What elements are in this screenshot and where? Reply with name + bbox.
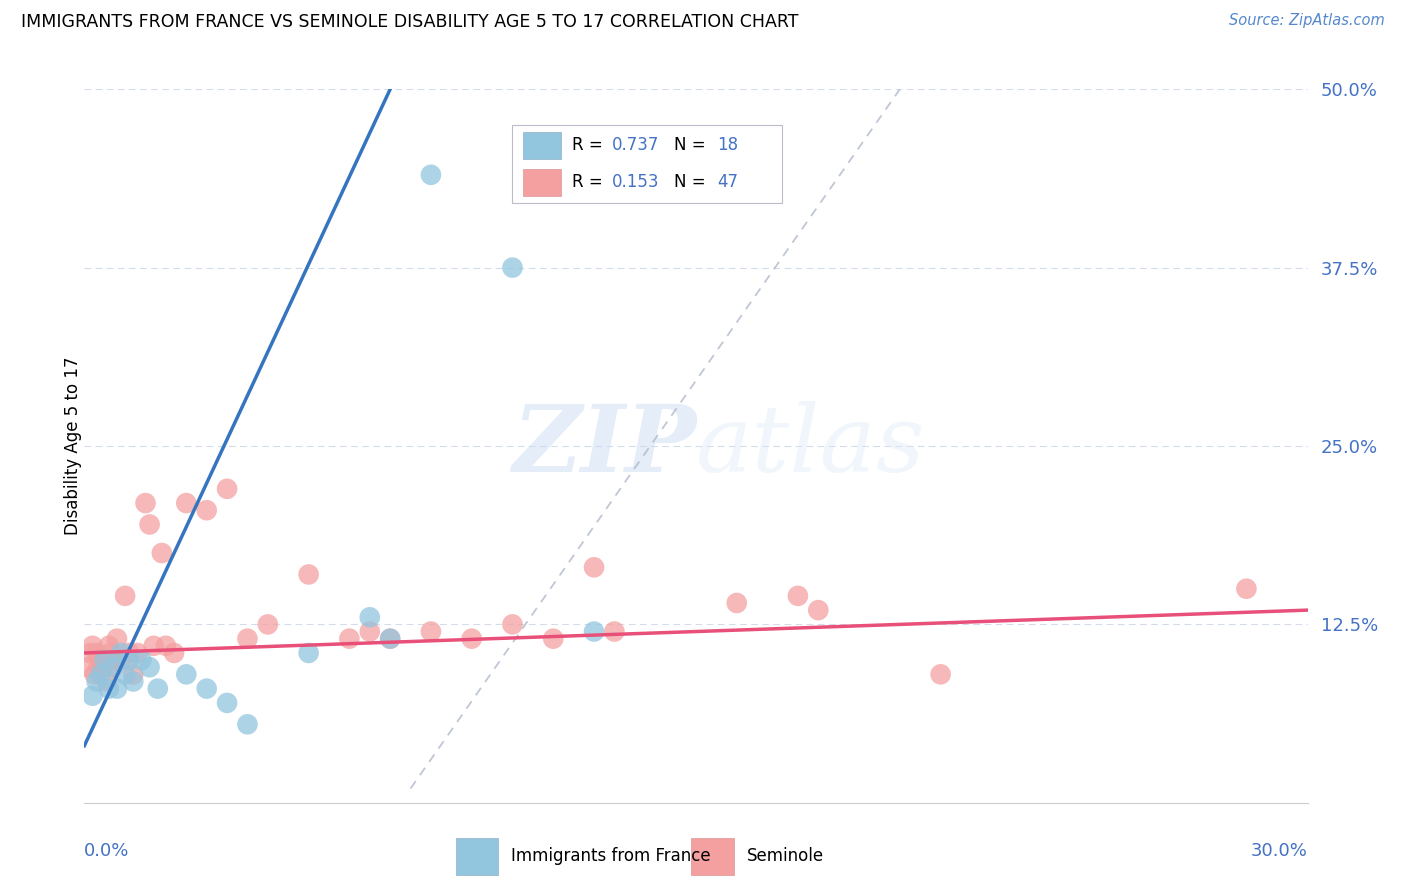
Text: IMMIGRANTS FROM FRANCE VS SEMINOLE DISABILITY AGE 5 TO 17 CORRELATION CHART: IMMIGRANTS FROM FRANCE VS SEMINOLE DISAB… <box>21 13 799 31</box>
Point <box>114 667 136 681</box>
Point <box>501 260 523 275</box>
Point <box>101 660 124 674</box>
Point <box>174 667 197 681</box>
FancyBboxPatch shape <box>512 125 782 203</box>
Point <box>163 646 186 660</box>
Point <box>90 653 112 667</box>
Point <box>86 646 108 660</box>
Text: R =: R = <box>572 173 607 191</box>
Point <box>582 560 605 574</box>
Point <box>195 503 218 517</box>
Point <box>257 617 280 632</box>
Point <box>174 496 197 510</box>
Point <box>118 653 141 667</box>
Point <box>142 639 165 653</box>
Point <box>131 653 153 667</box>
Point <box>725 596 748 610</box>
Point <box>298 646 321 660</box>
Point <box>146 681 169 696</box>
Point <box>110 653 132 667</box>
Text: 18: 18 <box>717 136 738 154</box>
Point <box>82 639 104 653</box>
Point <box>83 667 105 681</box>
Point <box>380 632 402 646</box>
Point <box>339 632 360 646</box>
Point <box>217 482 239 496</box>
Point <box>420 168 443 182</box>
Point <box>100 646 122 660</box>
Point <box>101 660 124 674</box>
Point <box>93 653 115 667</box>
Point <box>807 603 830 617</box>
Text: 0.737: 0.737 <box>612 136 659 154</box>
Text: 30.0%: 30.0% <box>1251 842 1308 860</box>
Point <box>461 632 484 646</box>
Point <box>127 646 149 660</box>
Point <box>110 646 132 660</box>
FancyBboxPatch shape <box>523 132 561 159</box>
Point <box>122 674 145 689</box>
Point <box>138 660 160 674</box>
Point <box>104 653 127 667</box>
Text: 0.0%: 0.0% <box>84 842 129 860</box>
Point <box>1234 582 1257 596</box>
Point <box>118 646 141 660</box>
Point <box>150 546 173 560</box>
Text: ZIP: ZIP <box>512 401 696 491</box>
Text: Source: ZipAtlas.com: Source: ZipAtlas.com <box>1229 13 1385 29</box>
Point <box>195 681 218 696</box>
Point <box>929 667 952 681</box>
Text: N =: N = <box>673 173 711 191</box>
Point <box>501 617 523 632</box>
Point <box>787 589 810 603</box>
Point <box>93 653 115 667</box>
Text: R =: R = <box>572 136 607 154</box>
Point <box>135 496 157 510</box>
Point <box>105 681 128 696</box>
Point <box>603 624 626 639</box>
Bar <box>456 838 498 875</box>
Text: atlas: atlas <box>696 401 925 491</box>
Point <box>420 624 443 639</box>
Point <box>114 589 136 603</box>
Point <box>543 632 565 646</box>
Point <box>359 610 381 624</box>
Point <box>582 624 605 639</box>
Point <box>90 667 112 681</box>
Point <box>97 639 120 653</box>
Point <box>87 660 110 674</box>
Y-axis label: Disability Age 5 to 17: Disability Age 5 to 17 <box>65 357 82 535</box>
Bar <box>692 838 734 875</box>
Point <box>79 646 101 660</box>
Point <box>86 674 108 689</box>
Point <box>217 696 239 710</box>
Point <box>236 717 259 731</box>
Point <box>380 632 402 646</box>
FancyBboxPatch shape <box>523 169 561 195</box>
Point <box>122 667 145 681</box>
Point <box>359 624 381 639</box>
Point <box>82 689 104 703</box>
Point <box>105 632 128 646</box>
Point <box>91 660 114 674</box>
Point <box>97 681 120 696</box>
Point <box>96 674 118 689</box>
Point <box>138 517 160 532</box>
Text: Immigrants from France: Immigrants from France <box>512 847 711 865</box>
Point <box>298 567 321 582</box>
Text: 0.153: 0.153 <box>612 173 659 191</box>
Point <box>236 632 259 646</box>
Point <box>155 639 177 653</box>
Text: Seminole: Seminole <box>747 847 824 865</box>
Text: N =: N = <box>673 136 711 154</box>
Point <box>77 660 100 674</box>
Text: 47: 47 <box>717 173 738 191</box>
